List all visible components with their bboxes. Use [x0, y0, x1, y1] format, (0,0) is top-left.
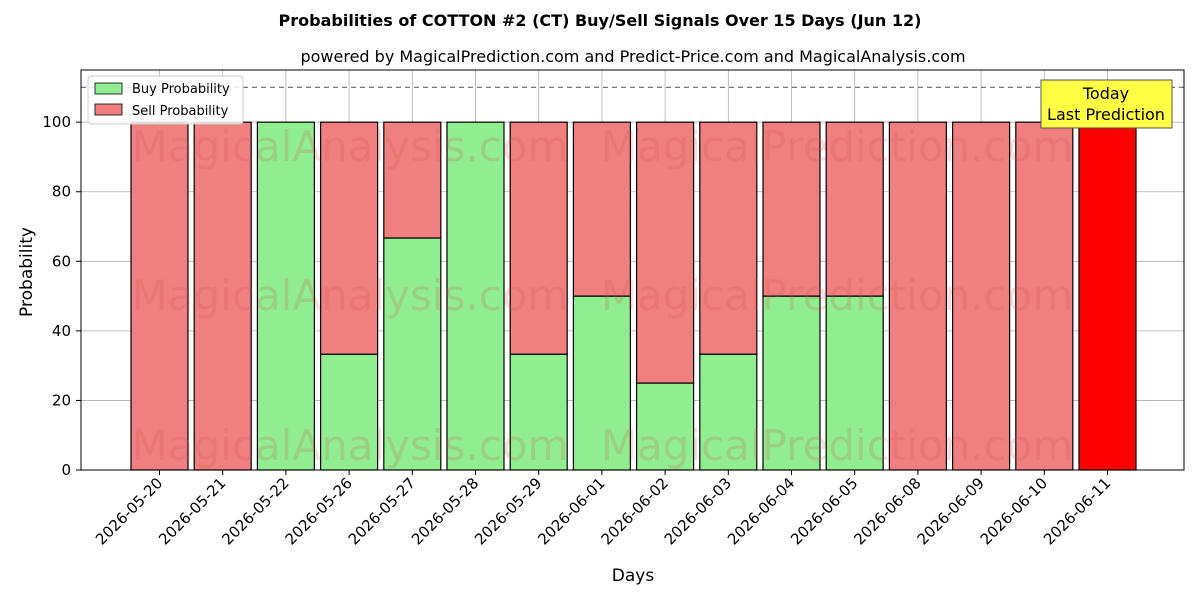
bar-sell-2026-05-26	[320, 121, 379, 355]
annotation-background	[1040, 79, 1173, 129]
watermark-text: MagicalPrediction.com	[601, 271, 1074, 320]
x-tick-label: 2026-06-10	[977, 474, 1051, 548]
bar-sell-2026-06-01	[572, 121, 632, 297]
x-tick-label: 2026-05-20	[92, 474, 166, 548]
bar-buy-2026-05-29	[509, 353, 568, 471]
chart-title: Probabilities of COTTON #2 (CT) Buy/Sell…	[279, 11, 922, 30]
x-tick-label: 2026-06-01	[534, 474, 608, 548]
bar-sell-2026-06-11	[1078, 121, 1137, 471]
watermark-text: MagicalAnalysis.com	[132, 122, 569, 171]
x-tick-label: 2026-06-08	[850, 474, 924, 548]
legend-frame	[87, 75, 244, 125]
y-tick-label: 80	[52, 183, 71, 201]
y-tick-label: 40	[52, 322, 71, 340]
legend-swatch-sell	[94, 103, 123, 116]
bar-sell-2026-05-29	[509, 121, 568, 355]
legend: Buy Probability Sell Probability	[87, 75, 244, 125]
bar-sell-2026-06-08	[888, 121, 948, 471]
y-axis-label: Probability	[17, 227, 37, 317]
x-tick-label: 2026-05-26	[282, 474, 356, 548]
chart-subtitle: powered by MagicalPrediction.com and Pre…	[300, 47, 965, 66]
x-tick-label: 2026-06-03	[661, 474, 735, 548]
bar-buy-2026-06-02	[635, 382, 695, 471]
legend-label-buy: Buy Probability	[132, 82, 230, 97]
x-tick-label: 2026-06-05	[787, 474, 861, 548]
plot-frame	[80, 69, 1185, 471]
bar-buy-2026-06-05	[825, 295, 884, 471]
bar-sell-2026-06-02	[635, 121, 695, 384]
bar-sell-2026-06-03	[699, 121, 758, 355]
bar-sell-2026-06-10	[1015, 121, 1074, 471]
legend-swatch-buy	[94, 82, 123, 95]
watermark-text: MagicalPrediction.com	[601, 421, 1074, 470]
bar-sell-2026-05-27	[383, 121, 442, 239]
watermarks: MagicalAnalysis.com MagicalPrediction.com…	[132, 122, 1074, 470]
x-tick-label: 2026-05-22	[218, 474, 292, 548]
bar-sell-2026-06-05	[825, 121, 884, 297]
y-tick-label: 100	[42, 113, 71, 131]
x-tick-label: 2026-06-02	[598, 474, 672, 548]
bar-sell-2026-06-09	[951, 121, 1011, 471]
watermark-text: MagicalAnalysis.com	[132, 271, 569, 320]
bar-buy-2026-05-28	[446, 121, 505, 471]
y-tick-label: 0	[61, 461, 71, 479]
x-tick-label: 2026-06-11	[1040, 474, 1114, 548]
annotation-line-1: Today	[1082, 84, 1129, 103]
x-tick-label: 2026-06-09	[914, 474, 988, 548]
bar-sell-2026-06-04	[762, 121, 821, 297]
annotation-box: Today Last Prediction	[1040, 79, 1173, 129]
bar-buy-2026-05-27	[383, 237, 442, 471]
bars	[130, 121, 1137, 471]
bar-buy-2026-05-22	[256, 121, 315, 471]
bar-buy-2026-06-04	[762, 295, 821, 471]
x-tick-label: 2026-05-27	[345, 474, 419, 548]
annotation-line-2: Last Prediction	[1047, 105, 1165, 124]
x-axis-label: Days	[612, 566, 655, 586]
watermark-text: MagicalPrediction.com	[601, 122, 1074, 171]
x-tick-label: 2026-05-28	[408, 474, 482, 548]
x-tick-label: 2026-05-29	[471, 474, 545, 548]
watermark-text: MagicalAnalysis.com	[132, 421, 569, 470]
bar-buy-2026-06-01	[572, 295, 632, 471]
legend-label-sell: Sell Probability	[132, 104, 229, 119]
bar-buy-2026-06-03	[699, 353, 758, 471]
x-tick-label: 2026-05-21	[155, 474, 229, 548]
y-tick-label: 60	[52, 252, 71, 270]
x-tick-label: 2026-06-04	[724, 474, 798, 548]
y-tick-label: 20	[52, 391, 71, 409]
